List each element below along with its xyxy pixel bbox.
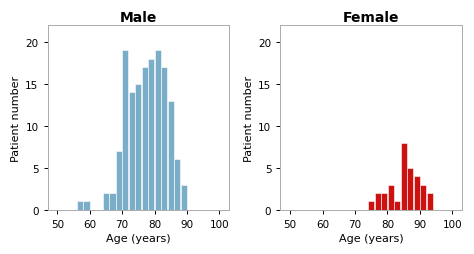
Bar — [103, 193, 109, 210]
Bar — [142, 68, 148, 210]
X-axis label: Age (years): Age (years) — [106, 233, 171, 243]
Bar — [413, 177, 419, 210]
Bar — [174, 160, 181, 210]
Bar — [394, 201, 400, 210]
Bar — [181, 185, 187, 210]
Bar — [381, 193, 387, 210]
Bar — [168, 101, 174, 210]
Bar — [427, 193, 433, 210]
Bar — [109, 193, 116, 210]
Bar — [401, 143, 407, 210]
Title: Female: Female — [343, 11, 400, 25]
Bar — [407, 168, 413, 210]
Bar — [155, 51, 161, 210]
Y-axis label: Patient number: Patient number — [11, 75, 21, 161]
Bar — [135, 85, 141, 210]
Bar — [388, 185, 394, 210]
Bar — [129, 93, 135, 210]
X-axis label: Age (years): Age (years) — [339, 233, 403, 243]
Bar — [116, 151, 122, 210]
Bar — [148, 60, 155, 210]
Y-axis label: Patient number: Patient number — [244, 75, 254, 161]
Bar — [77, 201, 83, 210]
Bar — [420, 185, 426, 210]
Bar — [161, 68, 167, 210]
Title: Male: Male — [119, 11, 157, 25]
Bar — [83, 201, 90, 210]
Bar — [368, 201, 374, 210]
Bar — [374, 193, 381, 210]
Bar — [122, 51, 128, 210]
